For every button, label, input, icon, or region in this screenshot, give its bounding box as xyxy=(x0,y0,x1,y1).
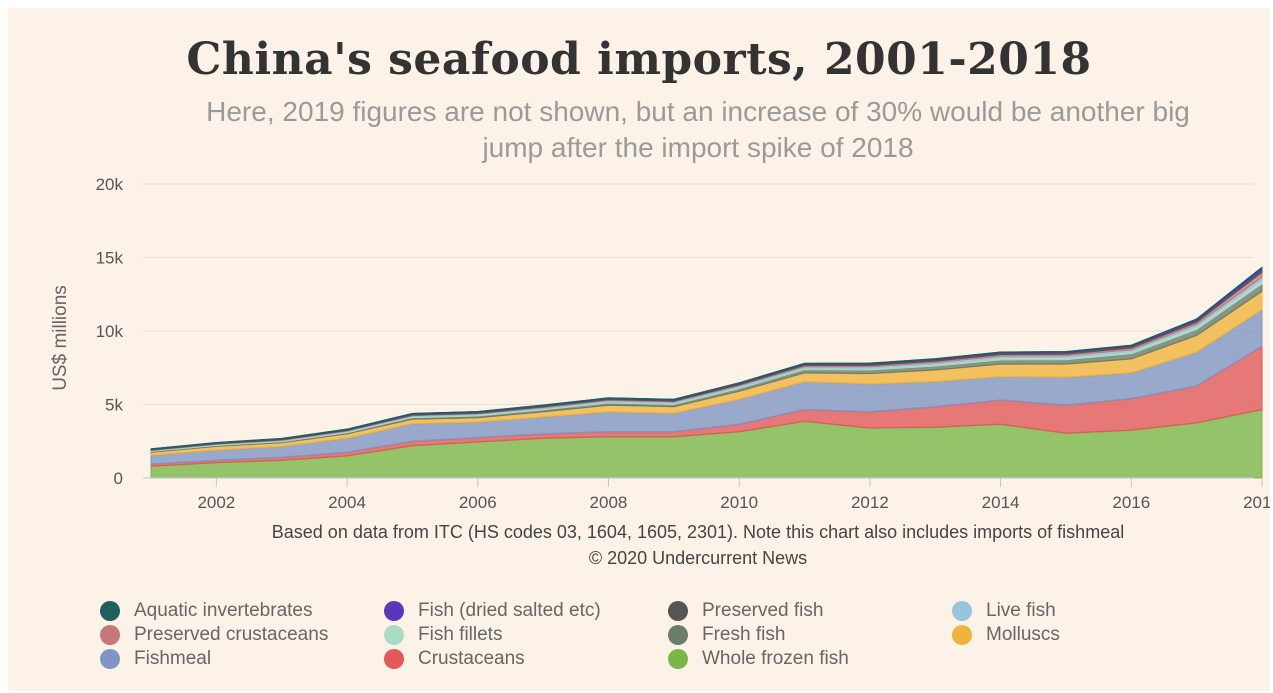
legend-label: Fish (dried salted etc) xyxy=(418,600,601,621)
legend-label: Aquatic invertebrates xyxy=(134,600,313,621)
legend-item[interactable]: Fish fillets xyxy=(384,624,668,646)
legend-swatch-icon xyxy=(100,649,120,669)
legend-item[interactable]: Live fish xyxy=(952,600,1236,622)
legend-item[interactable]: Molluscs xyxy=(952,624,1236,646)
x-tick-label: 2016 xyxy=(1112,493,1150,512)
chart-title: China's seafood imports, 2001-2018 xyxy=(186,34,1092,85)
legend-swatch-icon xyxy=(384,649,404,669)
legend-item[interactable]: Aquatic invertebrates xyxy=(100,600,384,622)
chart-subtitle: Here, 2019 figures are not shown, but an… xyxy=(206,96,1190,163)
y-tick-label: 0 xyxy=(114,469,123,488)
y-tick-label: 20k xyxy=(96,175,124,194)
legend-swatch-icon xyxy=(384,601,404,621)
legend-label: Fishmeal xyxy=(134,648,212,669)
legend-swatch-icon xyxy=(668,625,688,645)
legend-label: Fish fillets xyxy=(418,624,503,645)
chart-caption-source: Based on data from ITC (HS codes 03, 160… xyxy=(272,522,1124,542)
legend-item[interactable]: Fresh fish xyxy=(668,624,952,646)
x-tick-label: 2010 xyxy=(720,493,758,512)
legend-swatch-icon xyxy=(668,601,688,621)
chart-caption-copyright: © 2020 Undercurrent News xyxy=(589,548,807,568)
axes: 0 5k 10k 15k 20k 2002 2004 2006 2008 2010 2012 2014… xyxy=(96,175,1270,512)
legend-item[interactable]: Crustaceans xyxy=(384,648,668,670)
legend-label: Crustaceans xyxy=(418,648,525,669)
legend-item[interactable]: Fish (dried salted etc) xyxy=(384,600,668,622)
chart-panel: China's seafood imports, 2001-2018 Here,… xyxy=(8,8,1270,691)
y-tick-label: 10k xyxy=(96,322,124,341)
legend-item[interactable]: Preserved fish xyxy=(668,600,952,622)
y-axis-label: US$ millions xyxy=(50,285,71,391)
series-line xyxy=(150,266,1263,450)
legend-swatch-icon xyxy=(952,625,972,645)
stacked-area-chart: 0 5k 10k 15k 20k 2002 2004 2006 2008 2010 2012 2014… xyxy=(50,175,1270,568)
chart-legend: Aquatic invertebrates Fish (dried salted … xyxy=(100,600,1250,670)
legend-label: Live fish xyxy=(986,600,1056,621)
x-tick-label: 2004 xyxy=(328,493,366,512)
legend-swatch-icon xyxy=(668,649,688,669)
legend-label: Fresh fish xyxy=(702,624,786,645)
legend-item[interactable]: Whole frozen fish xyxy=(668,648,952,670)
legend-label: Preserved crustaceans xyxy=(134,624,329,645)
legend-swatch-icon xyxy=(952,601,972,621)
legend-label: Preserved fish xyxy=(702,600,824,621)
x-tick-label: 2012 xyxy=(851,493,889,512)
x-tick-label: 2018 xyxy=(1243,493,1270,512)
legend-label: Whole frozen fish xyxy=(702,648,849,669)
legend-label: Molluscs xyxy=(986,624,1060,645)
legend-item[interactable]: Fishmeal xyxy=(100,648,384,670)
legend-item[interactable]: Preserved crustaceans xyxy=(100,624,384,646)
x-tick-label: 2002 xyxy=(197,493,235,512)
legend-swatch-icon xyxy=(384,625,404,645)
legend-swatch-icon xyxy=(100,601,120,621)
y-tick-label: 15k xyxy=(96,249,124,268)
area-series xyxy=(150,266,1263,479)
x-tick-label: 2008 xyxy=(590,493,628,512)
x-tick-label: 2014 xyxy=(982,493,1020,512)
legend-swatch-icon xyxy=(100,625,120,645)
x-tick-label: 2006 xyxy=(459,493,497,512)
y-tick-label: 5k xyxy=(105,396,123,415)
